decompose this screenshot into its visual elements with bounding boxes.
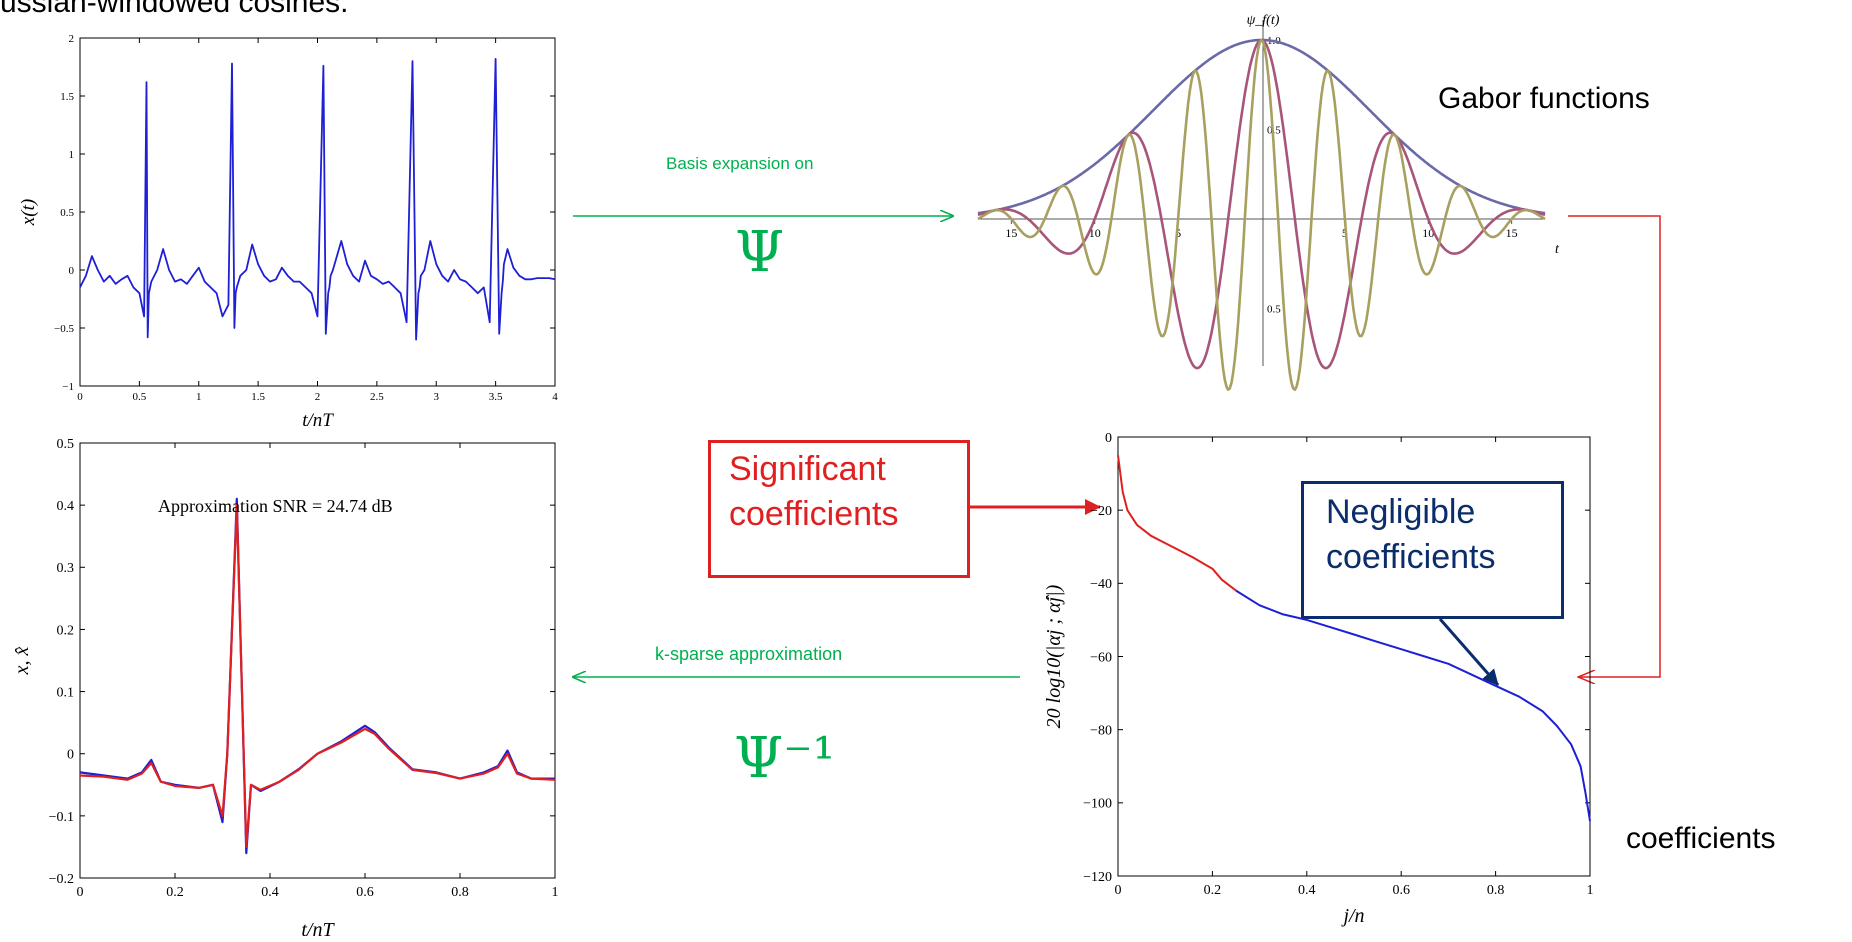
y-tick-label: 0 [1105, 431, 1112, 446]
y-tick-label: −40 [1090, 577, 1112, 592]
gabor-title: ψ_f(t) [1247, 13, 1280, 28]
x-tick-label: 4 [552, 391, 558, 403]
y-tick-label: −20 [1090, 504, 1112, 519]
x-tick-label: 0.5 [133, 391, 147, 403]
y-tick-label: 0 [69, 265, 75, 277]
headline-text: ussian-windowed cosines. [0, 0, 349, 19]
y-tick-label: −100 [1083, 797, 1112, 812]
y-tick-label: 1.5 [60, 91, 74, 103]
negligible-line-1: Negligible [1326, 493, 1476, 531]
gabor-x-tick-label: 15 [1506, 226, 1518, 240]
snr-annotation: Approximation SNR = 24.74 dB [158, 496, 393, 516]
coefficient-decay-frame [1117, 436, 1591, 877]
y-tick-label: −0.2 [49, 872, 74, 887]
significant-line-2: coefficients [729, 495, 899, 533]
y-tick-label: −60 [1090, 650, 1112, 665]
x-tick-label: 1 [552, 885, 559, 900]
negligible-line-2: coefficients [1326, 538, 1496, 576]
gabor-x-tick-label: 15 [1005, 226, 1017, 240]
x-tick-label: 0.8 [451, 885, 469, 900]
y-tick-label: 1 [69, 149, 75, 161]
gabor-functions-label: Gabor functions [1438, 82, 1650, 115]
y-tick-label: −120 [1083, 870, 1112, 885]
coefficient-decay-xlabel: j/n [1340, 905, 1364, 927]
ecg-signal: 0 0.5 1 1.5 2 2.5 3 3.5 4 −1 −0.5 0 0.5 1 1.5 2 t/nT x(t) [18, 33, 558, 431]
x-tick-label: 1 [196, 391, 202, 403]
x-tick-label: 0 [77, 391, 83, 403]
gabor-plot: 15 10 5 5 10 151.00.50.5ψ_f(t)t [977, 13, 1560, 392]
x-tick-label: 0.4 [1298, 883, 1316, 898]
gabor-series-2 [977, 38, 1546, 392]
negligible-pointer-arrow [1438, 618, 1500, 686]
y-tick-label: −1 [62, 381, 74, 393]
ecg-signal-xlabel: t/nT [302, 410, 334, 431]
y-tick-label: 0.5 [57, 437, 75, 452]
sparse-approximation-label: k-sparse approximation [655, 644, 843, 664]
x-tick-label: 0.6 [1392, 883, 1410, 898]
coefficient-decay-series-1 [1235, 589, 1591, 822]
approximation-plot-ylabel: x, x̂ [11, 647, 33, 676]
psi-inverse-symbol: Ψ⁻¹ [734, 726, 836, 791]
significant-line-1: Significant [729, 450, 886, 488]
gabor-y-tick-label: 0.5 [1267, 125, 1281, 137]
x-tick-label: 2.5 [370, 391, 384, 403]
x-tick-label: 0.8 [1487, 883, 1505, 898]
significant-coefficients-box: Significant coefficients [708, 440, 970, 578]
x-tick-label: 1.5 [251, 391, 265, 403]
gabor-xlabel: t [1555, 242, 1560, 257]
x-tick-label: 0 [1115, 883, 1122, 898]
y-tick-label: −80 [1090, 724, 1112, 739]
y-tick-label: 0.5 [60, 207, 74, 219]
approximation-plot-series-1 [79, 504, 556, 849]
x-tick-label: 1 [1587, 883, 1594, 898]
gabor-to-coefficients-arrow [1568, 215, 1661, 677]
ecg-signal-ylabel: x(t) [18, 199, 39, 226]
x-tick-label: 3 [434, 391, 440, 403]
coefficient-decay: 0 0.2 0.4 0.6 0.8 1 −120 −100 −80 −60 −40 −20 0 j/n 20… [1043, 431, 1594, 927]
approximation-plot-series-0 [79, 497, 555, 855]
ecg-signal-frame [79, 37, 556, 387]
approximation-plot-xlabel: t/nT [301, 919, 335, 941]
approximation-plot-frame [79, 442, 556, 879]
y-tick-label: 0.4 [57, 499, 75, 514]
negligible-coefficients-box: Negligible coefficients [1301, 481, 1564, 619]
gabor-series-1 [977, 38, 1546, 370]
x-tick-label: 0.2 [1204, 883, 1222, 898]
x-tick-label: 0.4 [261, 885, 279, 900]
y-tick-label: 0.1 [57, 685, 75, 700]
y-tick-label: 2 [69, 33, 75, 45]
y-tick-label: 0.2 [57, 623, 75, 638]
psi-symbol: Ψ [735, 220, 785, 285]
coefficient-decay-series-0 [1117, 455, 1237, 592]
approximation-plot: 0 0.2 0.4 0.6 0.8 1 −0.2 −0.1 0 0.1 0.2 0.3 0.4 0.5 t/… [11, 437, 559, 941]
y-tick-label: −0.5 [54, 323, 74, 335]
x-tick-label: 0.2 [166, 885, 184, 900]
coefficient-decay-ylabel: 20 log10(|αj ; α̂j|) [1043, 584, 1065, 728]
basis-expansion-label: Basis expansion on [666, 154, 814, 173]
ecg-signal-series-0 [79, 58, 556, 341]
coefficients-label: coefficients [1626, 822, 1776, 855]
x-tick-label: 3.5 [489, 391, 503, 403]
y-tick-label: 0.3 [57, 561, 75, 576]
gabor-y-tick-label: 0.5 [1267, 304, 1281, 316]
x-tick-label: 2 [315, 391, 321, 403]
y-tick-label: 0 [67, 748, 74, 763]
y-tick-label: −0.1 [49, 810, 74, 825]
x-tick-label: 0.6 [356, 885, 374, 900]
x-tick-label: 0 [77, 885, 84, 900]
